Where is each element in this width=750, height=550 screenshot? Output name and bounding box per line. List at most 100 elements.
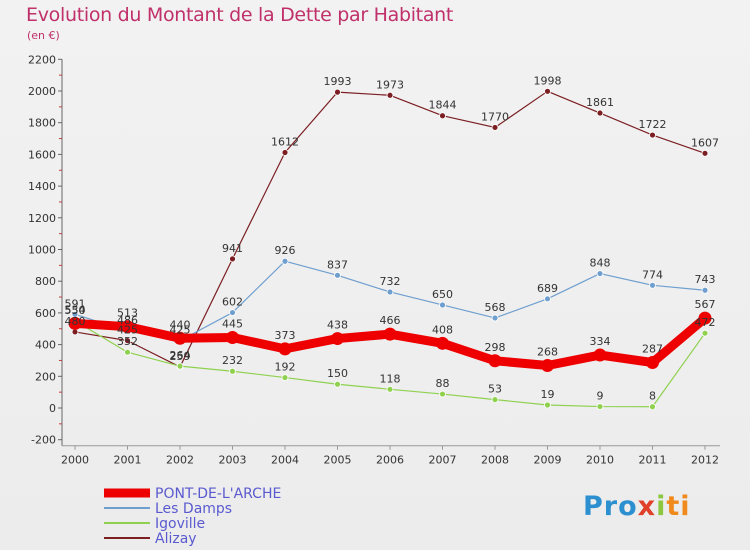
data-label: 438 xyxy=(327,319,348,332)
data-point xyxy=(544,401,551,409)
data-label: 118 xyxy=(380,372,401,385)
data-label: 232 xyxy=(222,354,243,367)
data-label: 926 xyxy=(275,244,296,257)
data-label: 1861 xyxy=(586,96,614,109)
data-label: 1722 xyxy=(639,118,667,131)
x-tick-label: 2004 xyxy=(271,454,299,467)
data-point xyxy=(281,257,289,265)
data-point xyxy=(649,131,656,139)
data-point xyxy=(229,367,236,375)
x-tick-label: 2009 xyxy=(534,454,562,467)
x-tick-label: 2002 xyxy=(166,454,194,467)
data-point xyxy=(334,88,341,96)
data-point xyxy=(176,362,184,370)
data-point xyxy=(541,359,554,373)
data-label: 602 xyxy=(222,296,243,309)
data-label: 352 xyxy=(117,335,138,348)
x-tick-label: 2007 xyxy=(429,454,457,467)
data-label: 774 xyxy=(642,268,663,281)
y-tick-label: 2000 xyxy=(28,85,56,98)
y-tick-label: 400 xyxy=(35,339,56,352)
y-tick-label: 1000 xyxy=(28,244,56,257)
y-tick-label: 1400 xyxy=(28,180,56,193)
data-point xyxy=(439,112,446,120)
y-tick-label: 200 xyxy=(35,370,56,383)
data-point xyxy=(701,149,709,157)
data-point xyxy=(488,354,502,368)
data-label: 1612 xyxy=(271,135,299,148)
data-point xyxy=(226,330,239,344)
data-point xyxy=(229,309,236,316)
data-label: 88 xyxy=(436,377,450,390)
data-point xyxy=(439,390,446,398)
data-point xyxy=(649,281,656,289)
y-tick-label: -200 xyxy=(31,434,56,447)
data-point xyxy=(173,331,187,345)
x-tick-label: 2001 xyxy=(114,454,142,467)
data-label: 408 xyxy=(432,323,453,336)
data-point xyxy=(331,332,344,346)
legend-label: PONT-DE-L'ARCHE xyxy=(155,486,281,502)
data-label: 568 xyxy=(485,301,506,314)
data-point xyxy=(436,336,449,350)
legend-label: Igoville xyxy=(155,516,205,532)
data-point xyxy=(544,295,551,303)
x-tick-label: 2010 xyxy=(586,454,614,467)
data-label: 1993 xyxy=(324,75,352,88)
data-point xyxy=(491,314,499,322)
data-label: 53 xyxy=(488,383,502,396)
data-label: 848 xyxy=(590,257,611,270)
x-tick-label: 2006 xyxy=(376,454,404,467)
data-label: 486 xyxy=(117,314,138,327)
data-label: 445 xyxy=(222,317,243,330)
data-label: 1998 xyxy=(534,74,562,87)
x-tick-label: 2012 xyxy=(691,454,719,467)
data-label: 1770 xyxy=(481,110,509,123)
data-point xyxy=(334,271,341,279)
data-point xyxy=(596,403,604,410)
x-tick-label: 2005 xyxy=(324,454,352,467)
chart-subtitle: (en €) xyxy=(27,29,60,42)
y-tick-label: 600 xyxy=(35,307,56,320)
data-label: 550 xyxy=(65,304,86,317)
data-label: 1973 xyxy=(376,78,404,91)
data-point xyxy=(68,316,82,330)
data-point xyxy=(386,91,394,99)
data-label: 287 xyxy=(642,343,663,356)
data-label: 534 xyxy=(65,303,86,316)
chart-title: Evolution du Montant de la Dette par Hab… xyxy=(26,4,454,26)
data-point xyxy=(698,311,712,325)
data-label: 150 xyxy=(327,367,348,380)
data-label: 513 xyxy=(117,307,138,320)
data-label: 8 xyxy=(649,390,656,403)
data-label: 941 xyxy=(222,242,243,255)
data-label: 425 xyxy=(117,324,138,337)
data-point xyxy=(334,380,341,388)
data-point xyxy=(124,348,131,356)
data-label: 1844 xyxy=(429,99,457,112)
data-point xyxy=(439,301,446,309)
data-label: 19 xyxy=(541,388,555,401)
x-tick-label: 2003 xyxy=(219,454,247,467)
data-point xyxy=(229,255,236,263)
data-label: 264 xyxy=(170,349,191,362)
y-tick-label: 2200 xyxy=(28,53,56,66)
data-label: 650 xyxy=(432,288,453,301)
y-tick-label: 1200 xyxy=(28,212,56,225)
x-tick-label: 2011 xyxy=(639,454,667,467)
data-label: 689 xyxy=(537,282,558,295)
data-point xyxy=(386,288,394,296)
data-point xyxy=(281,374,289,381)
data-point xyxy=(491,124,499,131)
data-point xyxy=(281,149,289,156)
data-label: 472 xyxy=(695,316,716,329)
data-label: 425 xyxy=(170,324,191,337)
data-label: 192 xyxy=(275,361,296,374)
data-point xyxy=(701,329,709,337)
data-point xyxy=(593,348,607,362)
data-point xyxy=(278,342,292,356)
data-point xyxy=(121,320,134,334)
data-point xyxy=(386,385,394,393)
